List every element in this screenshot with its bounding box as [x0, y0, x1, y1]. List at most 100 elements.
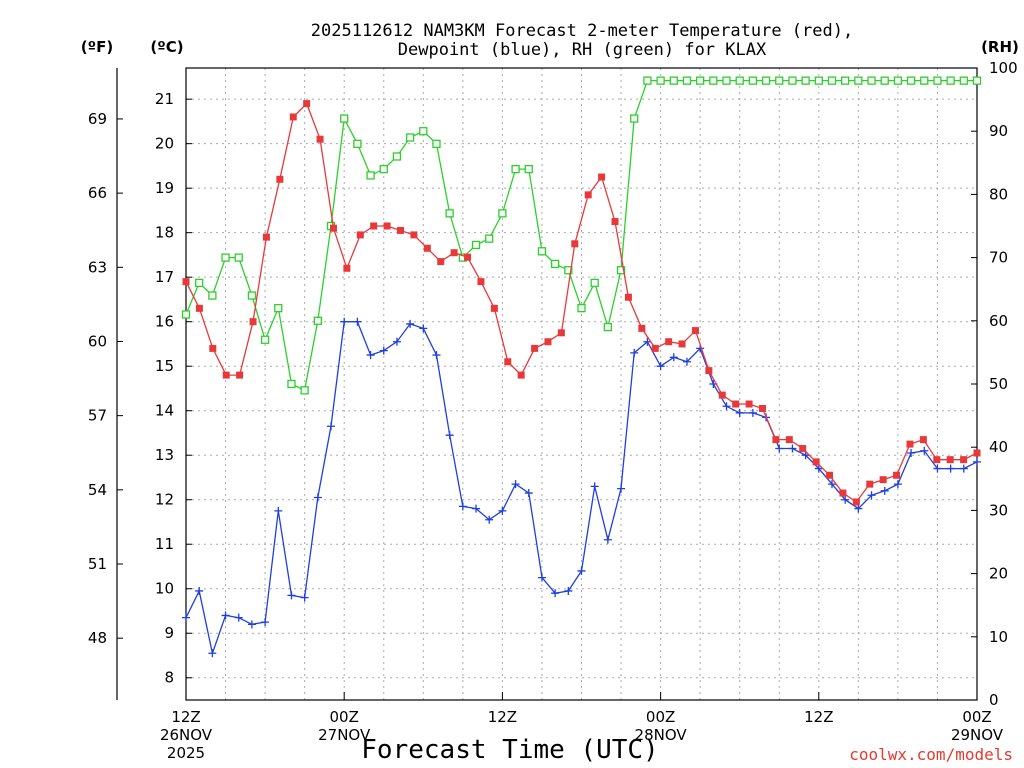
temperature-point [960, 456, 968, 464]
dewpoint-point [379, 346, 388, 355]
temperature-point [638, 324, 646, 332]
temperature-point [477, 278, 485, 286]
data-series [181, 76, 982, 658]
temperature-point [678, 340, 686, 348]
rh-point [656, 76, 665, 85]
rh-point [735, 76, 744, 85]
rh-point [801, 76, 810, 85]
rh-point [445, 209, 454, 218]
temperature-point [517, 371, 525, 379]
dewpoint-point [959, 464, 968, 473]
rh-point [419, 127, 428, 136]
time-tick-label: 2025 [167, 744, 205, 762]
rh-unit-label: (RH) [981, 38, 1019, 56]
dewpoint-point [392, 337, 401, 346]
dewpoint-point [221, 611, 230, 620]
temperature-point [437, 258, 445, 266]
dewpoint-point [353, 317, 362, 326]
rh-point [748, 76, 758, 85]
rh-point [485, 234, 494, 243]
rh-point [471, 240, 481, 250]
rh-point [195, 278, 204, 288]
rh-point [630, 114, 639, 123]
dewpoint-point [524, 489, 533, 498]
rh-point [550, 259, 560, 269]
rh-tick-label: 40 [989, 438, 1008, 456]
rh-point [511, 164, 520, 174]
rh-point [564, 266, 573, 275]
temperature-point [544, 338, 552, 346]
temperature-point [839, 489, 847, 497]
dewpoint-point [261, 618, 270, 627]
dewpoint-point [551, 589, 560, 598]
rh-point [867, 76, 876, 85]
rh-point [577, 304, 586, 313]
rh-point [524, 164, 533, 174]
dewpoint-point [775, 444, 784, 453]
celsius-tick-label: 21 [155, 90, 174, 108]
rh-point [405, 133, 415, 142]
dewpoint-point [300, 593, 309, 602]
dewpoint-point [656, 362, 665, 371]
celsius-tick-label: 15 [155, 357, 174, 375]
dewpoint-point [485, 515, 494, 524]
rh-point [432, 139, 441, 148]
temperature-point [651, 344, 659, 352]
rh-point [340, 114, 349, 123]
time-tick-label: 00Z [646, 708, 675, 726]
temperature-point [450, 249, 458, 257]
rh-point [234, 253, 243, 262]
dewpoint-point [458, 502, 467, 511]
temperature-point [356, 231, 364, 239]
dewpoint-point [313, 493, 322, 502]
temperature-point [879, 476, 887, 484]
dewpoint-point [564, 586, 573, 595]
rh-tick-label: 10 [989, 628, 1008, 646]
rh-point [379, 164, 388, 174]
dewpoint-point [788, 444, 797, 453]
dewpoint-point [669, 353, 678, 362]
rh-point [933, 76, 942, 85]
dewpoint-point [182, 613, 190, 622]
dewpoint-point [854, 504, 863, 513]
rh-point [893, 76, 903, 85]
temperature-point [249, 318, 257, 326]
temperature-point [906, 440, 914, 448]
celsius-tick-label: 11 [155, 535, 174, 553]
rh-point [841, 76, 850, 85]
temperature-point [584, 191, 592, 199]
temperature-point [504, 358, 512, 366]
rh-point [208, 291, 217, 300]
celsius-tick-label: 19 [155, 179, 174, 197]
temperature-point [893, 471, 901, 479]
rh-tick-label: 90 [989, 122, 1008, 140]
rh-point [920, 76, 929, 85]
dewpoint-point [933, 464, 942, 473]
temperature-point [732, 400, 740, 408]
temperature-point [933, 456, 941, 464]
temperature-point [705, 367, 713, 375]
celsius-tick-label: 16 [155, 313, 174, 331]
fahrenheit-tick-label: 54 [88, 481, 107, 499]
temperature-point [343, 264, 351, 272]
rh-point [274, 304, 283, 313]
rh-point [221, 253, 230, 262]
rh-point [392, 152, 402, 161]
temperature-point [316, 135, 324, 143]
time-tick-label: 00Z [330, 708, 359, 726]
dewpoint-point [841, 495, 850, 504]
temperature-point [410, 231, 418, 239]
rh-tick-label: 80 [989, 185, 1008, 203]
rh-point [959, 76, 968, 85]
rh-point [696, 76, 705, 85]
rh-point [287, 379, 296, 389]
rh-point [300, 386, 309, 395]
dewpoint-point [814, 464, 823, 473]
temperature-point [571, 240, 579, 248]
temperature-point [383, 222, 391, 230]
dewpoint-point [577, 566, 586, 575]
dewpoint-point [973, 457, 981, 466]
temperature-point [852, 498, 860, 506]
dewpoint-point [327, 422, 336, 431]
